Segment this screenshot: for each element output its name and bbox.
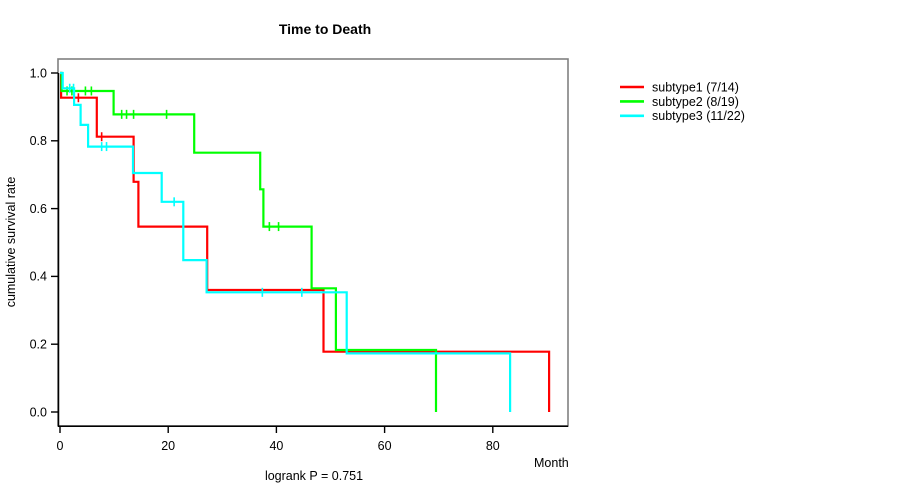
- survival-curve-1: [60, 71, 551, 412]
- y-tick-label: 0.2: [30, 338, 47, 352]
- legend-label-2: subtype2 (8/19): [652, 95, 739, 109]
- logrank-p-annotation: logrank P = 0.751: [264, 469, 364, 483]
- legend-label-3: subtype3 (11/22): [652, 109, 745, 123]
- y-tick-label: 0.6: [30, 202, 47, 216]
- y-tick-label: 0.0: [30, 405, 47, 419]
- y-tick-label: 0.8: [30, 134, 47, 148]
- x-axis-label: Month: [534, 456, 569, 470]
- y-tick-label: 1.0: [30, 66, 47, 80]
- survival-curve-2: [60, 71, 438, 412]
- x-tick-label: 60: [378, 439, 392, 453]
- chart-title: Time to Death: [278, 21, 372, 37]
- y-tick-label: 0.4: [30, 270, 47, 284]
- legend-label-1: subtype1 (7/14): [652, 80, 739, 94]
- survival-curve-3: [60, 71, 512, 412]
- x-tick-label: 20: [161, 439, 175, 453]
- x-tick-label: 80: [486, 439, 500, 453]
- x-tick-label: 40: [269, 439, 283, 453]
- x-tick-label: 0: [57, 439, 64, 453]
